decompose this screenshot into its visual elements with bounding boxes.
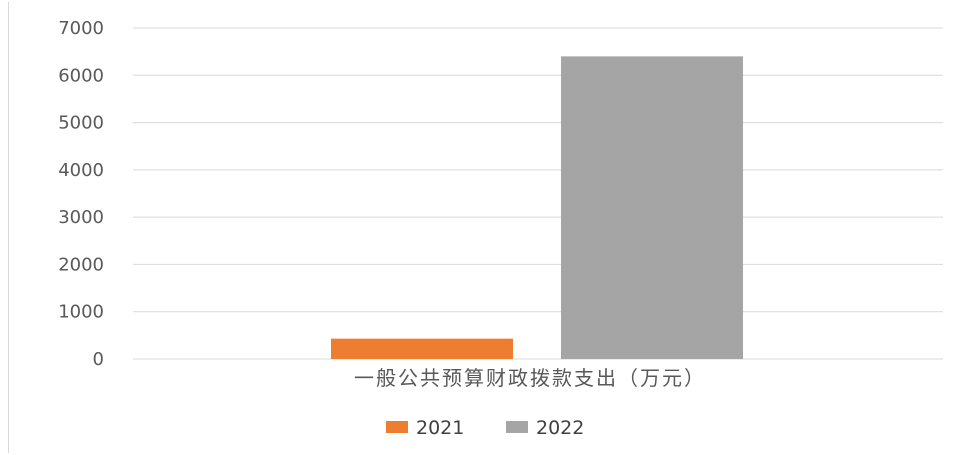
y-tick-label: 3000 [58, 207, 104, 228]
legend-swatch-2022 [506, 421, 528, 433]
legend-label-2021: 2021 [416, 417, 464, 439]
bar-2022 [561, 56, 743, 359]
y-tick-label: 1000 [58, 302, 104, 323]
y-tick-label: 5000 [58, 113, 104, 134]
y-tick-label: 7000 [58, 18, 104, 39]
y-tick-label: 6000 [58, 65, 104, 86]
bar-2021 [331, 338, 513, 359]
gridlines [133, 27, 943, 360]
y-tick-label: 2000 [58, 254, 104, 275]
legend-label-2022: 2022 [536, 417, 584, 439]
bars [331, 56, 743, 359]
category-label: 一般公共预算财政拨款支出（万元） [354, 366, 706, 390]
y-axis-ticks: 0 1000 2000 3000 4000 5000 6000 7000 [58, 18, 104, 370]
y-tick-label: 0 [93, 349, 104, 370]
y-tick-label: 4000 [58, 160, 104, 181]
legend-swatch-2021 [386, 421, 408, 433]
chart-frame [8, 2, 975, 453]
legend: 2021 2022 [386, 417, 584, 439]
